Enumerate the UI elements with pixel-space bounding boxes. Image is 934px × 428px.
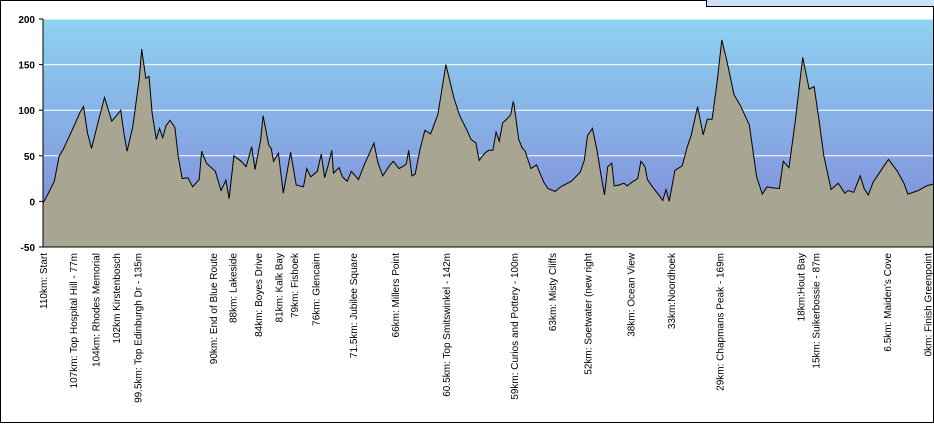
route-marker-label: 59km: Curios and Pottery - 100m [510, 253, 521, 400]
route-marker-label: 52km: Soetwater (new right [584, 253, 595, 375]
y-tick-label: 150 [18, 61, 35, 72]
route-marker-label: 0km: Finish Greenpoint [923, 253, 934, 357]
route-marker-label: 15km: Suikerbossie - 87m [812, 253, 823, 369]
route-marker-label: 63km: Misty Cliffs [548, 253, 559, 331]
elevation-line [42, 39, 934, 204]
route-marker-label: 102km Kirstenbosch [112, 253, 123, 344]
y-tick-label: 200 [18, 15, 35, 26]
route-marker-label: 18km:Hout Bay [796, 253, 807, 321]
route-marker-label: 90km: End of Blue Route [209, 253, 220, 365]
route-marker-label: 29km: Chapmans Peak - 169m [715, 253, 726, 391]
elevation-area [43, 40, 933, 247]
route-marker-label: 84km: Boyes Drive [254, 253, 265, 337]
route-marker-label: 107km: Top Hospital Hill - 77m [69, 253, 80, 388]
route-marker-label: 6.5km: Maiden's Cove [883, 253, 894, 352]
y-tick-label: 0 [29, 197, 35, 208]
route-marker-label: 99.5km: Top Edinburgh Dr - 135m [134, 253, 145, 403]
route-marker-label: 110km: Start [39, 253, 50, 309]
route-marker-label: 76km: Glencairn [312, 253, 323, 326]
y-tick-label: 100 [18, 106, 35, 117]
y-axis: -50 0 50 100 150 200 [18, 15, 933, 254]
route-markers: 110km: Start 107km: Top Hospital Hill - 7… [39, 252, 934, 403]
route-marker-label: 104km: Rhodes Memorial [92, 253, 103, 367]
elevation-series [42, 39, 934, 247]
route-marker-label: 66km: Millers Point [391, 253, 402, 338]
route-marker-label: 33km:Noordhoek [667, 252, 678, 329]
route-marker-label: 88km: Lakeside [228, 253, 239, 323]
legend-box [706, 0, 934, 7]
route-marker-label: 60.5km: Top Smitswinkel - 142m [442, 253, 453, 397]
y-tick-label: -50 [21, 243, 36, 254]
y-tick-label: 50 [24, 152, 36, 163]
route-marker-label: 79km: Fishoek [290, 252, 301, 318]
route-marker-label: 38km: Ocean View [626, 252, 637, 337]
route-marker-label: 81km: Kalk Bay [274, 253, 285, 322]
route-marker-label: 71.5km: Jubilee Square [349, 253, 360, 359]
